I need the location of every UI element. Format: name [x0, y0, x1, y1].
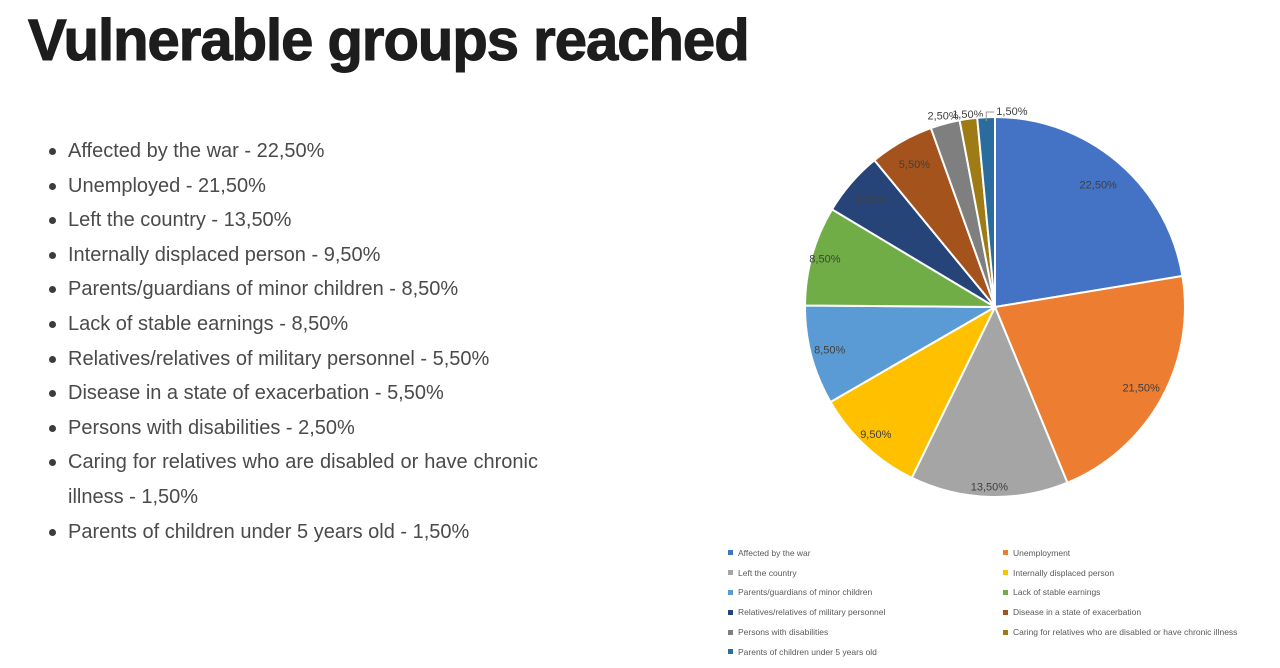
legend-item: Caring for relatives who are disabled or…: [1003, 622, 1237, 642]
bullet-item: Affected by the war - 22,50%: [46, 134, 538, 169]
bullet-item: Left the country - 13,50%: [46, 203, 538, 238]
pie-slice-label: 8,50%: [814, 345, 845, 357]
legend-marker-icon: [1003, 609, 1008, 615]
legend-item: Persons with disabilities: [728, 622, 885, 642]
pie-slice-label: 22,50%: [1080, 179, 1118, 191]
pie-slice: [803, 304, 996, 403]
bullet-item: Disease in a state of exacerbation - 5,5…: [46, 376, 538, 411]
bullet-item: Internally displaced person - 9,50%: [46, 238, 538, 273]
pie-slice-label: 2,50%: [927, 110, 958, 122]
pie-slice: [804, 208, 996, 308]
legend-label: Unemployment: [1013, 547, 1071, 558]
bullet-item: Unemployed - 21,50%: [46, 169, 538, 204]
pie-slice-label: 5,50%: [899, 159, 930, 171]
legend-marker-icon: [1003, 589, 1008, 595]
legend-label: Affected by the war: [738, 547, 811, 558]
legend-label: Lack of stable earnings: [1013, 587, 1101, 598]
legend-item: Relatives/relatives of military personne…: [728, 602, 885, 622]
legend-label: Relatives/relatives of military personne…: [738, 607, 886, 618]
pie-slice-label: 1,50%: [996, 106, 1027, 118]
legend-label: Parents of children under 5 years old: [738, 646, 877, 657]
pie-slice: [994, 116, 1184, 308]
pie-chart: 22,50% 21,50% 13,50% 9,50% 8,50% 8,50% 5,50% 5,…: [803, 106, 1186, 498]
chart-legend-column-left: Affected by the war Left the country Paren…: [728, 543, 885, 662]
legend-marker-icon: [728, 649, 733, 655]
legend-label: Parents/guardians of minor children: [738, 587, 873, 598]
legend-marker-icon: [728, 550, 733, 556]
legend-marker-icon: [728, 570, 733, 576]
legend-marker-icon: [1003, 629, 1008, 635]
bullet-item: Parents of children under 5 years old - …: [46, 515, 538, 550]
legend-item: Parents/guardians of minor children: [728, 583, 885, 603]
pie-slice-label: 1,50%: [952, 109, 983, 121]
legend-item: Lack of stable earnings: [1003, 583, 1237, 603]
chart-legend-column-right: Unemployment Internally displaced person L…: [1003, 543, 1237, 642]
legend-label: Persons with disabilities: [738, 627, 829, 638]
legend-label: Internally displaced person: [1013, 567, 1115, 578]
pie-slice-label: 13,50%: [971, 481, 1009, 493]
legend-item: Disease in a state of exacerbation: [1003, 602, 1237, 622]
pie-slice: [829, 306, 996, 479]
legend-marker-icon: [728, 589, 733, 595]
bullet-item: Parents/guardians of minor children - 8,…: [46, 272, 538, 307]
bullet-list: Affected by the war - 22,50% Unemployed -…: [46, 134, 538, 549]
legend-label: Caring for relatives who are disabled or…: [1013, 627, 1238, 638]
legend-item: Left the country: [728, 563, 885, 583]
pie-slice-label: 9,50%: [860, 429, 891, 441]
page-title: Vulnerable groups reached: [27, 7, 750, 73]
pie-slice-label: 5,50%: [856, 194, 887, 206]
bullet-item: Relatives/relatives of military personne…: [46, 342, 538, 377]
legend-label: Left the country: [738, 567, 797, 578]
legend-item: Affected by the war: [728, 543, 885, 563]
label-leader-line: [985, 111, 995, 121]
legend-item: Parents of children under 5 years old: [728, 642, 885, 662]
pie-slice-label: 21,50%: [1122, 382, 1160, 394]
legend-marker-icon: [728, 609, 733, 615]
bullet-item: Persons with disabilities - 2,50%: [46, 411, 538, 446]
legend-label: Disease in a state of exacerbation: [1013, 607, 1142, 618]
legend-item: Internally displaced person: [1003, 563, 1237, 583]
pie-slice: [994, 275, 1186, 484]
bullet-item: Lack of stable earnings - 8,50%: [46, 307, 538, 342]
legend-marker-icon: [1003, 550, 1008, 556]
pie-slice-label: 8,50%: [809, 253, 840, 265]
pie-slice: [910, 306, 1069, 498]
legend-marker-icon: [1003, 570, 1008, 576]
legend-item: Unemployment: [1003, 543, 1237, 563]
legend-marker-icon: [728, 629, 733, 635]
bullet-item: Caring for relatives who are disabled or…: [46, 445, 538, 514]
